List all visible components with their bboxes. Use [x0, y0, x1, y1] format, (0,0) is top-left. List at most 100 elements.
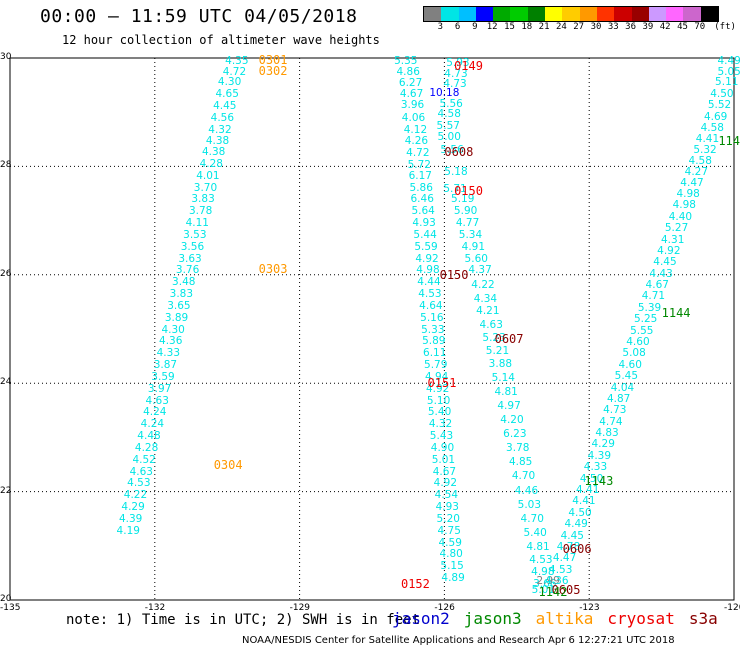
swh-value-label: 4.39	[587, 449, 612, 462]
swh-value-label: 3.56	[180, 240, 205, 253]
pass-time-label: 1144	[661, 305, 691, 320]
y-tick-label: 26	[0, 268, 12, 279]
swh-value-label: 4.83	[595, 426, 619, 439]
y-tick-label: 28	[0, 160, 12, 171]
pass-time-label: 0150	[454, 183, 483, 198]
swh-value-label: 4.24	[140, 417, 165, 430]
swh-value-label: 4.41	[572, 495, 596, 508]
colorbar-label: 21	[538, 22, 550, 32]
plot-frame	[9, 57, 735, 601]
chart-title: 00:00 – 11:59 UTC 04/05/2018	[40, 6, 358, 27]
pass-time-label: 0607	[494, 331, 524, 346]
swh-value-label: 6.46	[410, 193, 434, 206]
swh-value-label: 4.28	[134, 441, 159, 454]
swh-value-label: 4.54	[434, 488, 459, 501]
swh-value-label: 4.91	[461, 240, 486, 253]
swh-value-label: 4.33	[156, 347, 181, 360]
swh-value-label: 4.58	[700, 121, 724, 134]
colorbar-swatch	[458, 7, 476, 21]
colorbar-swatch	[424, 7, 442, 21]
swh-value-label: 4.59	[438, 536, 462, 549]
swh-value-label: 4.47	[552, 552, 577, 565]
swh-value-label: 4.24	[143, 406, 167, 419]
swh-value-label: 4.92	[415, 252, 439, 265]
swh-value-label: 4.41	[576, 483, 600, 496]
swh-value-label: 3.83	[191, 193, 215, 206]
pass-time-label: 0605	[551, 583, 581, 598]
swh-value-label: 4.70	[511, 470, 536, 483]
colorbar-label: 24	[555, 22, 567, 32]
swh-value-label: 4.38	[205, 134, 230, 147]
swh-value-label: 3.96	[400, 98, 425, 111]
swh-value-label: 5.16	[420, 311, 444, 324]
swh-value-label: 4.53	[549, 563, 573, 576]
pass-time-label: 114	[718, 133, 740, 148]
swh-value-label: 5.35	[394, 54, 418, 67]
swh-value-label: 4.73	[603, 404, 627, 417]
swh-value-label: 4.50	[710, 88, 734, 101]
pass-time-label: 0150	[439, 267, 469, 282]
swh-value-label: 5.08	[622, 347, 646, 360]
swh-value-label: 5.19	[451, 193, 475, 206]
colorbar-swatch	[545, 7, 563, 21]
pass-time-label: 0151	[427, 376, 457, 391]
note-text: note: 1) Time is in UTC; 2) SWH is in fe…	[66, 612, 421, 628]
swh-value-label: 4.58	[688, 154, 712, 167]
swh-value-label: 4.63	[145, 394, 169, 407]
colorbar-label: 18	[521, 22, 533, 32]
swh-value-label: 4.72	[222, 65, 247, 78]
swh-value-label: 4.50	[579, 472, 604, 485]
pass-time-label: 0304	[213, 457, 243, 472]
swh-value-label: 6.27	[398, 77, 423, 90]
swh-value-label: 4.45	[653, 256, 677, 269]
colorbar-swatch	[493, 7, 511, 21]
swh-value-label: 5.60	[464, 252, 488, 265]
y-tick-label: 22	[0, 485, 12, 496]
swh-value-label: 4.22	[471, 278, 495, 291]
legend-item-jason3: jason3	[463, 609, 522, 628]
swh-value-label: 5.33	[421, 323, 445, 336]
swh-value-label: 6.11	[423, 347, 447, 360]
swh-value-label: 5.40	[427, 406, 452, 419]
swh-value-label: 4.29	[121, 500, 145, 513]
colorbar-labels: 3 6 9 12 15 18 21 24 27 30 33 36 39 42 45 70 (ft)	[423, 22, 736, 34]
swh-value-label: 3.88	[488, 357, 513, 370]
swh-value-label: 3.63	[178, 252, 202, 265]
colorbar-label: 9	[472, 22, 478, 32]
swh-value-label: 3.59	[151, 370, 175, 383]
swh-value-label: 4.19	[116, 524, 140, 537]
swh-value-label: 4.92	[657, 244, 681, 257]
pass-time-label: 0149	[454, 59, 483, 74]
swh-value-label: 4.28	[199, 157, 223, 170]
swh-value-label: 4.63	[129, 465, 153, 478]
swh-value-label: 6.23	[503, 427, 527, 440]
colorbar-swatch	[579, 7, 597, 21]
y-tick-label: 24	[0, 377, 12, 388]
swh-value-label: 4.65	[215, 88, 239, 101]
swh-value-label: 5.55	[630, 324, 654, 337]
swh-value-label: 4.63	[479, 318, 503, 331]
swh-value-label: 4.32	[208, 123, 232, 136]
colorbar-label: 3	[437, 22, 444, 32]
swh-value-label: 4.87	[606, 392, 631, 405]
swh-value-label: 4.77	[455, 217, 480, 230]
swh-value-label: 4.45	[560, 529, 584, 542]
swh-value-label: 5.59	[414, 240, 438, 253]
legend-item-altika: altika	[535, 609, 594, 628]
swh-value-label: 5.52	[707, 98, 732, 111]
colorbar-label: 45	[677, 22, 688, 32]
swh-value-label: 4.92	[425, 382, 450, 395]
swh-value-label: 3.78	[506, 441, 530, 454]
swh-value-label: 4.52	[132, 453, 156, 466]
swh-value-label: 4.26	[404, 134, 429, 147]
y-tick-label: 20	[0, 594, 12, 604]
swh-value-label: 5.01	[531, 583, 556, 596]
swh-value-label: 5.43	[429, 429, 454, 442]
swh-value-label: 4.81	[494, 385, 518, 398]
swh-value-label: 4.97	[497, 399, 521, 412]
swh-value-label: 4.78	[556, 540, 581, 553]
swh-value-label: 4.93	[412, 217, 436, 230]
legend-item-s3a: s3a	[688, 609, 718, 628]
swh-value-label: 4.41	[695, 133, 720, 146]
